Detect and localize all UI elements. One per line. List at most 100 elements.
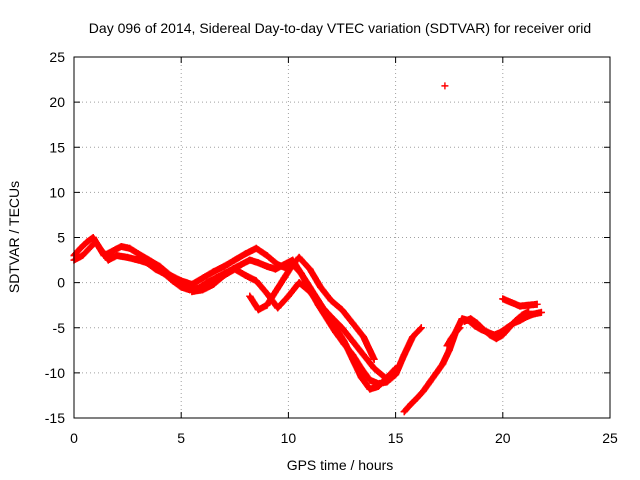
- data-point-marker: [295, 279, 303, 287]
- data-point-marker: [349, 337, 357, 345]
- data-point-marker: [400, 408, 408, 416]
- data-point-marker: [374, 380, 382, 388]
- data-point-marker: [529, 310, 537, 318]
- data-point-marker: [460, 317, 468, 325]
- data-point-marker: [199, 274, 207, 282]
- data-point-marker: [177, 277, 185, 285]
- data-point-marker: [124, 253, 132, 261]
- data-point-marker: [306, 286, 314, 294]
- data-point-marker: [177, 283, 185, 291]
- data-point-marker: [533, 300, 541, 308]
- data-point-marker: [332, 328, 340, 336]
- data-point-marker: [83, 238, 91, 246]
- data-point-marker: [370, 364, 378, 372]
- tick-labels: 0 5 10 15 20 25 -15 -10 -5 0 5 10 15 20 25: [45, 49, 618, 446]
- data-point-marker: [516, 302, 524, 310]
- data-point-marker: [492, 335, 500, 343]
- data-point-marker: [166, 271, 174, 279]
- data-point-marker: [274, 304, 282, 312]
- data-points: [70, 82, 545, 416]
- data-point-marker: [272, 288, 280, 296]
- x-tick-label: 25: [602, 430, 618, 446]
- data-point-marker: [473, 319, 481, 327]
- data-point-marker: [392, 371, 400, 379]
- series-track-e: [400, 308, 545, 416]
- series-track-d: [246, 261, 425, 388]
- marker-trail: [400, 308, 545, 416]
- data-point-marker: [156, 262, 164, 270]
- data-point-marker: [263, 289, 271, 297]
- data-point-marker: [357, 373, 365, 381]
- y-tick-label: -15: [45, 410, 65, 426]
- series-track-b: [70, 234, 378, 363]
- series-track-h: [499, 295, 541, 310]
- data-point-marker: [109, 247, 117, 255]
- data-point-marker: [447, 335, 455, 343]
- data-point-marker: [289, 261, 297, 269]
- data-point-marker: [317, 283, 325, 291]
- data-point-marker: [280, 274, 288, 282]
- data-point-marker: [499, 295, 507, 303]
- data-point-marker: [426, 378, 434, 386]
- x-tick-label: 15: [388, 430, 404, 446]
- x-tick-label: 10: [281, 430, 297, 446]
- data-point-marker: [220, 271, 228, 279]
- data-point-marker: [499, 331, 507, 339]
- data-point-marker: [199, 286, 207, 294]
- data-point-marker: [419, 387, 427, 395]
- y-tick-label: -5: [53, 320, 66, 336]
- data-point-marker: [87, 243, 95, 251]
- y-tick-label: 10: [49, 184, 65, 200]
- data-point-marker: [340, 340, 348, 348]
- data-point-marker: [231, 265, 239, 273]
- data-point-marker: [338, 324, 346, 332]
- data-point-marker: [188, 280, 196, 288]
- data-point-marker: [505, 324, 513, 332]
- data-point-marker: [357, 364, 365, 372]
- data-point-marker: [407, 400, 415, 408]
- data-point-marker: [445, 346, 453, 354]
- data-point-marker: [413, 394, 421, 402]
- data-point-marker: [263, 262, 271, 270]
- data-point-marker: [456, 324, 464, 332]
- data-point-marker: [209, 280, 217, 288]
- data-point-marker: [443, 342, 451, 350]
- data-point-marker: [512, 317, 520, 325]
- data-point-marker: [432, 369, 440, 377]
- data-point-marker: [272, 265, 280, 273]
- data-point-marker: [246, 256, 254, 264]
- data-point-marker: [76, 244, 84, 252]
- data-point-marker: [383, 378, 391, 386]
- data-point-marker: [231, 256, 239, 264]
- data-point-marker: [452, 328, 460, 336]
- data-point-marker: [400, 351, 408, 359]
- data-point-marker: [254, 306, 262, 314]
- y-tick-label: 20: [49, 94, 65, 110]
- data-point-marker: [242, 271, 250, 279]
- data-point-marker: [370, 355, 378, 363]
- data-point-marker: [480, 326, 488, 334]
- x-tick-label: 20: [495, 430, 511, 446]
- data-point-marker: [467, 315, 475, 323]
- data-point-marker: [134, 250, 142, 258]
- data-point-marker: [284, 292, 292, 300]
- data-point-marker: [366, 376, 374, 384]
- y-tick-label: 0: [57, 275, 65, 291]
- data-point-marker: [439, 360, 447, 368]
- data-point-marker: [134, 256, 142, 264]
- data-point-marker: [274, 261, 282, 269]
- y-tick-label: 15: [49, 139, 65, 155]
- data-point-marker: [338, 306, 346, 314]
- data-point-marker: [254, 259, 262, 267]
- y-tick-label: 5: [57, 230, 65, 246]
- data-point-marker: [126, 244, 134, 252]
- data-point-marker: [104, 256, 112, 264]
- data-point-marker: [507, 298, 515, 306]
- data-point-marker: [252, 277, 260, 285]
- data-point-marker: [295, 253, 303, 261]
- series-track-f: [460, 308, 533, 343]
- data-point-marker: [327, 297, 335, 305]
- data-point-marker: [145, 256, 153, 264]
- data-point-marker: [79, 252, 87, 260]
- data-point-marker: [246, 292, 254, 300]
